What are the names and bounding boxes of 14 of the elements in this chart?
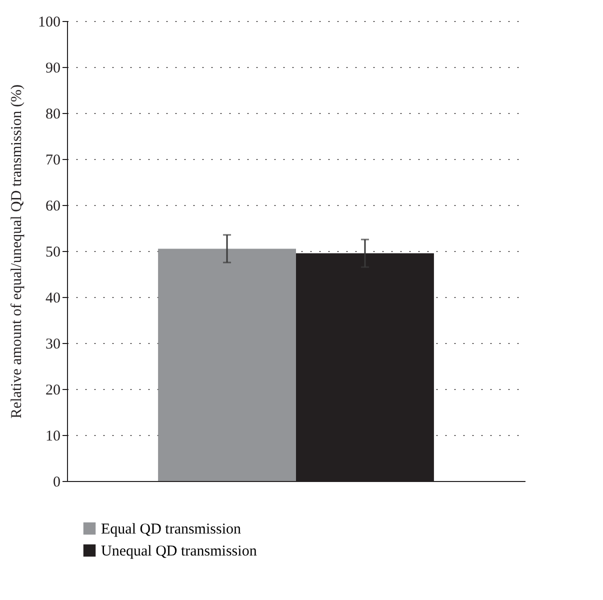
y-tick-label: 50	[46, 244, 60, 260]
y-tick-label: 0	[53, 474, 60, 490]
y-axis-title: Relative amount of equal/unequal QD transmission (%)	[9, 84, 25, 419]
y-tick-label: 20	[46, 382, 60, 398]
y-tick-label: 90	[46, 60, 60, 76]
y-tick-label: 70	[46, 152, 60, 168]
legend-label: Equal QD transmission	[101, 522, 242, 538]
y-tick-label: 30	[46, 336, 60, 352]
y-tick-label: 60	[46, 198, 60, 214]
legend-label: Unequal QD transmission	[101, 544, 258, 560]
y-tick-label: 80	[46, 106, 60, 122]
y-tick-label: 100	[38, 14, 60, 30]
y-tick-label: 10	[46, 428, 60, 444]
y-tick-label: 40	[46, 290, 60, 306]
